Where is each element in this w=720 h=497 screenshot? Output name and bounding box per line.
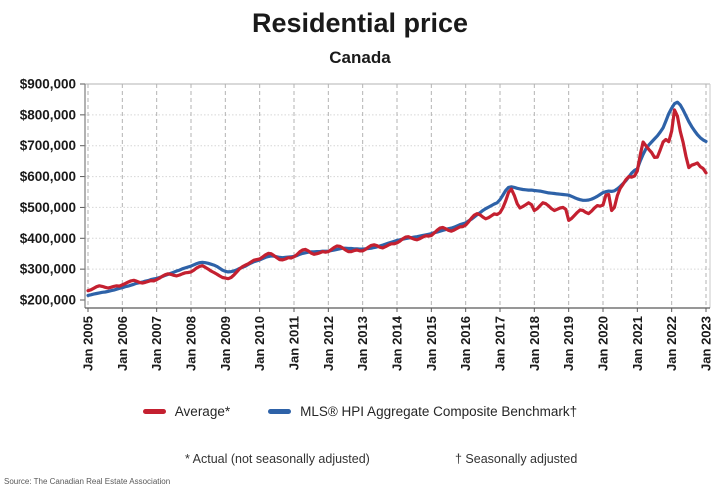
x-tick-label: Jan 2005 [81,316,96,371]
x-tick-label: Jan 2021 [630,316,645,371]
average-line [86,108,708,293]
benchmark-line [86,100,708,297]
benchmark-line-swatch-icon [268,409,292,414]
average-line-swatch-icon [142,409,166,414]
y-tick-label: $800,000 [20,107,76,122]
y-tick-label: $500,000 [20,200,76,215]
y-tick-label: $600,000 [20,169,76,184]
x-tick-label: Jan 2009 [218,316,233,371]
benchmark-legend-label: MLS® HPI Aggregate Composite Benchmark† [300,404,578,419]
y-tick-label: $200,000 [20,293,76,308]
x-tick-label: Jan 2018 [527,316,542,371]
x-tick-label: Jan 2023 [699,316,714,371]
chart-title: Residential price [251,8,469,38]
x-tick-label: Jan 2016 [458,316,473,371]
benchmark-footnote: † Seasonally adjusted [455,452,578,466]
y-tick-label: $400,000 [20,231,76,246]
average-footnote: * Actual (not seasonally adjusted) [185,452,370,466]
x-tick-label: Jan 2012 [321,316,336,371]
average-legend-label: Average* [174,404,231,419]
x-tick-label: Jan 2019 [561,316,576,371]
x-tick-label: Jan 2006 [115,316,130,371]
chart-legend: Average* MLS® HPI Aggregate Composite Be… [0,404,720,419]
x-tick-label: Jan 2008 [184,316,199,371]
x-tick-label: Jan 2007 [149,316,164,371]
x-tick-label: Jan 2010 [252,316,267,371]
legend-item-benchmark: MLS® HPI Aggregate Composite Benchmark† [268,404,577,419]
y-tick-label: $300,000 [20,262,76,277]
source-attribution: Source: The Canadian Real Estate Associa… [4,477,171,486]
y-tick-label: $900,000 [20,77,76,92]
x-tick-label: Jan 2014 [390,315,405,371]
x-tick-label: Jan 2017 [493,316,508,371]
x-tick-label: Jan 2013 [355,316,370,371]
x-tick-label: Jan 2015 [424,316,439,371]
x-tick-label: Jan 2011 [287,316,302,370]
chart-subtitle: Canada [329,48,391,67]
x-tick-label: Jan 2020 [596,316,611,371]
legend-item-average: Average* [142,404,231,419]
x-tick-label: Jan 2022 [664,316,679,371]
y-tick-label: $700,000 [20,138,76,153]
